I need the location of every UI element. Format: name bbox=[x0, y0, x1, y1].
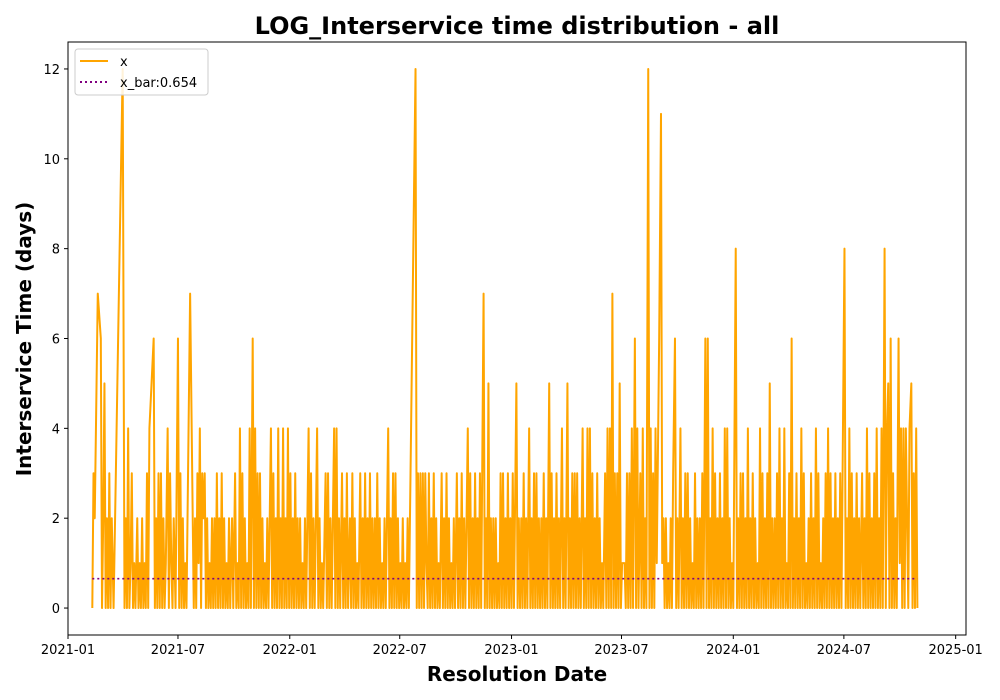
chart-title: LOG_Interservice time distribution - all bbox=[255, 12, 780, 40]
x-tick-label: 2022-07 bbox=[373, 643, 427, 658]
legend: x x_bar:0.654 bbox=[74, 48, 209, 96]
y-tick-label: 12 bbox=[43, 63, 60, 78]
x-tick-label: 2025-01 bbox=[929, 643, 983, 658]
y-tick-label: 0 bbox=[52, 602, 60, 617]
y-axis-label: Interservice Time (days) bbox=[12, 202, 36, 477]
y-tick-label: 10 bbox=[43, 153, 60, 168]
x-axis-label: Resolution Date bbox=[427, 662, 607, 686]
y-tick-label: 4 bbox=[52, 422, 60, 437]
x-tick-label: 2021-07 bbox=[151, 643, 205, 658]
x-tick-label: 2023-07 bbox=[594, 643, 648, 658]
x-axis: 2021-01 2021-07 2022-01 2022-07 2023-01 2023-… bbox=[41, 635, 983, 658]
legend-label-x: x bbox=[120, 55, 128, 70]
y-tick-label: 2 bbox=[52, 512, 60, 527]
y-tick-label: 8 bbox=[52, 243, 60, 258]
x-tick-label: 2021-01 bbox=[41, 643, 95, 658]
x-tick-label: 2024-01 bbox=[706, 643, 760, 658]
legend-box bbox=[74, 48, 209, 96]
y-tick-label: 6 bbox=[52, 333, 60, 348]
x-tick-label: 2023-01 bbox=[484, 643, 538, 658]
x-tick-label: 2022-01 bbox=[263, 643, 317, 658]
x-tick-label: 2024-07 bbox=[817, 643, 871, 658]
legend-label-x-bar: x_bar:0.654 bbox=[120, 76, 197, 91]
series-layer bbox=[91, 67, 919, 610]
y-axis: 0 2 4 6 8 10 12 bbox=[43, 63, 68, 617]
series-line-x bbox=[91, 67, 919, 610]
plot-area bbox=[67, 41, 967, 636]
